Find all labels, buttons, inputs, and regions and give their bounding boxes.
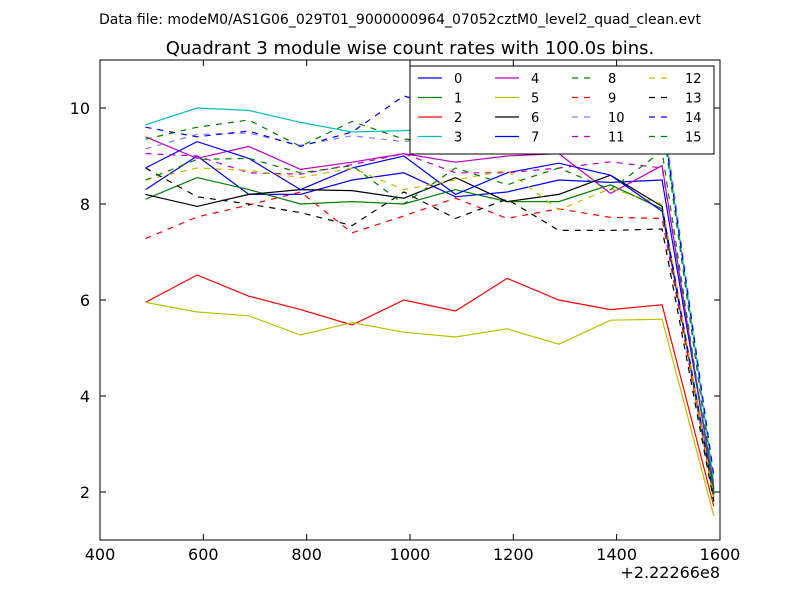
legend-label-15: 15 xyxy=(685,131,702,146)
x-tick-label: 1400 xyxy=(596,545,637,564)
y-tick-label: 8 xyxy=(80,195,90,214)
y-tick-label: 4 xyxy=(80,387,90,406)
legend-label-10: 10 xyxy=(608,111,625,126)
y-tick-label: 2 xyxy=(80,483,90,502)
series-line-5 xyxy=(145,301,715,517)
legend-label-8: 8 xyxy=(608,72,616,87)
legend-label-0: 0 xyxy=(454,72,462,87)
legend-label-14: 14 xyxy=(685,111,702,126)
series-line-2 xyxy=(145,274,715,507)
chart-title: Quadrant 3 module wise count rates with … xyxy=(166,38,655,59)
plot-lines xyxy=(145,95,715,517)
data-file-label: Data file: modeM0/AS1G06_029T01_90000009… xyxy=(99,12,701,28)
legend-label-12: 12 xyxy=(685,72,702,87)
legend-label-2: 2 xyxy=(454,111,462,126)
series-line-6 xyxy=(145,174,715,495)
legend-frame xyxy=(409,65,715,155)
series-line-0 xyxy=(145,155,715,488)
legend-label-13: 13 xyxy=(685,92,702,107)
series-line-1 xyxy=(145,176,715,500)
legend-label-1: 1 xyxy=(454,92,462,107)
x-axis-offset-label: +2.22266e8 xyxy=(620,563,720,582)
x-tick-label: 800 xyxy=(291,545,322,564)
x-tick-label: 400 xyxy=(85,545,116,564)
legend-label-9: 9 xyxy=(608,92,616,107)
legend-label-11: 11 xyxy=(608,131,625,146)
y-tick-label: 6 xyxy=(80,291,90,310)
series-line-4 xyxy=(145,136,715,490)
legend-label-4: 4 xyxy=(531,72,539,87)
x-tick-label: 1600 xyxy=(700,545,741,564)
x-tick-label: 1200 xyxy=(493,545,534,564)
series-line-10 xyxy=(145,104,715,478)
legend-label-5: 5 xyxy=(531,92,539,107)
x-tick-label: 1000 xyxy=(390,545,431,564)
series-line-9 xyxy=(145,191,715,497)
y-tick-label: 10 xyxy=(70,99,90,118)
x-tick-label: 600 xyxy=(188,545,219,564)
series-line-15 xyxy=(145,150,715,495)
legend-label-6: 6 xyxy=(531,111,539,126)
series-line-12 xyxy=(145,167,715,497)
series-line-7 xyxy=(145,140,715,493)
legend-label-7: 7 xyxy=(531,131,539,146)
legend-label-3: 3 xyxy=(454,131,462,146)
